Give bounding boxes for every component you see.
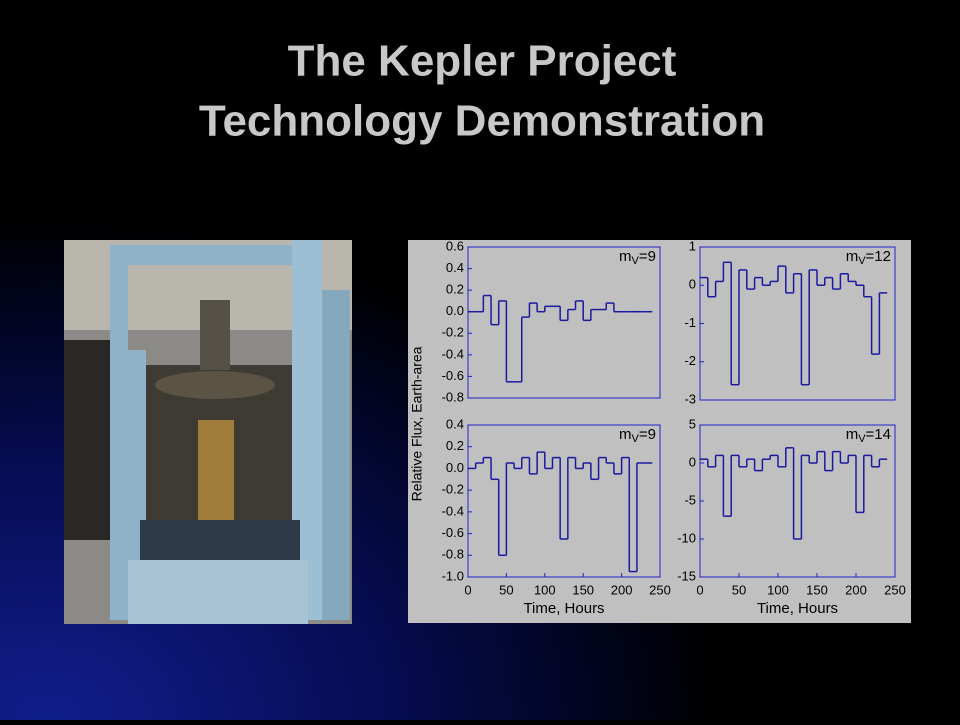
x-tick-label: 150	[572, 582, 594, 597]
y-tick-label: -15	[677, 568, 696, 583]
x-tick-label: 250	[649, 582, 671, 597]
x-axis-label: Time, Hours	[523, 600, 604, 617]
y-axis-label: Relative Flux, Earth-area	[409, 346, 425, 501]
annotation-part: V	[858, 433, 866, 445]
y-tick-label: 0.2	[446, 282, 464, 297]
y-tick-label: 0.0	[446, 460, 464, 475]
y-tick-label: 0	[689, 277, 696, 292]
annotation: mV=12	[846, 248, 891, 267]
x-tick-label: 250	[884, 582, 906, 597]
y-tick-label: 1	[689, 238, 696, 253]
y-tick-label: 5	[689, 416, 696, 431]
photo	[64, 240, 352, 624]
annotation: mV=14	[846, 426, 891, 445]
y-tick-label: 0.4	[446, 260, 464, 275]
y-tick-label: 0.0	[446, 303, 464, 318]
annotation-part: =9	[639, 426, 656, 443]
annotation-part: =9	[639, 248, 656, 265]
annotation-part: =14	[866, 426, 891, 443]
x-tick-label: 150	[806, 582, 828, 597]
x-tick-label: 100	[767, 582, 789, 597]
y-tick-label: -0.6	[442, 525, 464, 540]
annotation-part: m	[846, 248, 859, 265]
annotation: mV=9	[619, 248, 656, 267]
y-tick-label: 0.4	[446, 416, 464, 431]
y-tick-label: -0.4	[442, 346, 464, 361]
x-tick-label: 0	[696, 582, 703, 597]
y-tick-label: -0.4	[442, 503, 464, 518]
y-tick-label: -1	[684, 315, 696, 330]
plot-frame	[467, 246, 661, 399]
x-tick-label: 100	[534, 582, 556, 597]
y-tick-label: 0.2	[446, 438, 464, 453]
y-tick-label: 0	[689, 454, 696, 469]
x-tick-label: 200	[845, 582, 867, 597]
x-tick-label: 50	[732, 582, 746, 597]
y-tick-label: -1.0	[442, 568, 464, 583]
annotation-part: V	[858, 255, 866, 267]
y-tick-label: -3	[684, 391, 696, 406]
y-tick-label: -0.2	[442, 482, 464, 497]
y-tick-label: -2	[684, 353, 696, 368]
y-tick-label: -0.8	[442, 389, 464, 404]
title-line: The Kepler Project	[288, 37, 677, 86]
annotation-part: V	[632, 433, 640, 445]
y-tick-label: -0.2	[442, 325, 464, 340]
x-tick-label: 0	[464, 582, 471, 597]
annotation-part: m	[619, 426, 632, 443]
y-tick-label: -5	[684, 492, 696, 507]
annotation-part: m	[846, 426, 859, 443]
annotation-part: m	[619, 248, 632, 265]
y-tick-label: -0.6	[442, 368, 464, 383]
x-tick-label: 50	[499, 582, 513, 597]
y-tick-label: -10	[677, 530, 696, 545]
title-line: Technology Demonstration	[199, 97, 765, 146]
annotation-part: =12	[866, 248, 891, 265]
plot-frame	[467, 424, 661, 578]
annotation-part: V	[632, 255, 640, 267]
y-tick-label: 0.6	[446, 238, 464, 253]
x-tick-label: 200	[611, 582, 633, 597]
annotation: mV=9	[619, 426, 656, 445]
y-tick-label: -0.8	[442, 547, 464, 562]
x-axis-label: Time, Hours	[757, 600, 838, 617]
